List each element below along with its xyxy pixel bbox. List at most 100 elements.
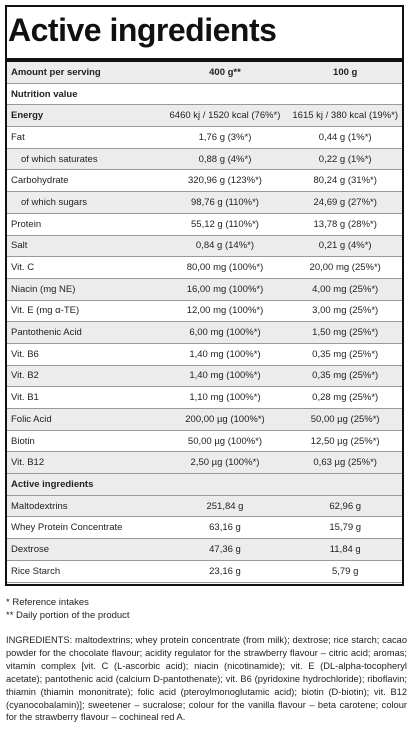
row-value-100g: 20,00 mg (25%*) bbox=[288, 256, 402, 279]
section-nutrition-label: Nutrition value bbox=[7, 83, 402, 106]
table-row: Whey Protein Concentrate 63,16 g 15,79 g bbox=[7, 516, 402, 540]
row-label: Vit. C bbox=[7, 256, 162, 279]
row-value-100g: 1615 kj / 380 kcal (19%*) bbox=[288, 104, 402, 128]
table-row: Vit. E (mg α-TE) 12,00 mg (100%*) 3,00 mg … bbox=[7, 300, 402, 323]
table-row: Vit. B6 1,40 mg (100%*) 0,35 mg (25%*) bbox=[7, 343, 402, 366]
row-label: Vit. B12 bbox=[7, 451, 162, 475]
row-label: Salt bbox=[7, 235, 162, 258]
row-value-100g: 0,63 µg (25%*) bbox=[288, 451, 402, 475]
row-value-400g: 200,00 µg (100%*) bbox=[161, 408, 289, 431]
row-value-100g: 13,78 g (28%*) bbox=[288, 213, 402, 236]
row-label: Vit. B1 bbox=[7, 386, 162, 409]
footnote-reference-intakes: * Reference intakes bbox=[6, 597, 89, 608]
table-row: Folic Acid 200,00 µg (100%*) 50,00 µg (25%… bbox=[7, 408, 402, 431]
row-label: Energy bbox=[7, 104, 162, 128]
row-label: of which saturates bbox=[7, 148, 162, 171]
table-row: Vit. B1 1,10 mg (100%*) 0,28 mg (25%*) bbox=[7, 386, 402, 409]
row-label: of which sugars bbox=[7, 191, 162, 214]
table-row: Niacin (mg NE) 16,00 mg (100%*) 4,00 mg (2… bbox=[7, 278, 402, 301]
row-value-100g: 50,00 µg (25%*) bbox=[288, 408, 402, 431]
header-col1: 400 g** bbox=[161, 62, 289, 84]
row-label: Maltodextrins bbox=[7, 495, 162, 518]
row-value-400g: 320,96 g (123%*) bbox=[161, 169, 289, 193]
row-value-100g: 11,84 g bbox=[288, 538, 402, 561]
row-label: Protein bbox=[7, 213, 162, 236]
row-value-400g: 16,00 mg (100%*) bbox=[161, 278, 289, 301]
row-value-100g: 15,79 g bbox=[288, 516, 402, 540]
row-label: Fat bbox=[7, 126, 162, 149]
row-value-400g: 6460 kj / 1520 kcal (76%*) bbox=[161, 104, 289, 128]
row-value-400g: 1,40 mg (100%*) bbox=[161, 365, 289, 388]
row-value-100g: 80,24 g (31%*) bbox=[288, 169, 402, 193]
row-label: Dextrose bbox=[7, 538, 162, 561]
table-row: Fat 1,76 g (3%*) 0,44 g (1%*) bbox=[7, 126, 402, 149]
row-label: Biotin bbox=[7, 430, 162, 453]
row-value-100g: 62,96 g bbox=[288, 495, 402, 518]
row-value-400g: 50,00 µg (100%*) bbox=[161, 430, 289, 453]
row-value-100g: 0,35 mg (25%*) bbox=[288, 365, 402, 388]
table-row: of which sugars 98,76 g (110%*) 24,69 g (2… bbox=[7, 191, 402, 214]
section-active-row: Active ingredients bbox=[7, 473, 402, 496]
row-value-100g: 0,44 g (1%*) bbox=[288, 126, 402, 149]
row-value-400g: 80,00 mg (100%*) bbox=[161, 256, 289, 279]
table-row: Rice Starch 23,16 g 5,79 g bbox=[7, 560, 402, 583]
table-row: of which saturates 0,88 g (4%*) 0,22 g (1%… bbox=[7, 148, 402, 171]
row-label: Rice Starch bbox=[7, 560, 162, 583]
table-row: Vit. C 80,00 mg (100%*) 20,00 mg (25%*) bbox=[7, 256, 402, 279]
footnotes: * Reference intakes ** Daily portion of … bbox=[6, 596, 130, 622]
table-row: Energy 6460 kj / 1520 kcal (76%*) 1615 kj … bbox=[7, 104, 402, 128]
row-label: Niacin (mg NE) bbox=[7, 278, 162, 301]
row-label: Whey Protein Concentrate bbox=[7, 516, 162, 540]
table-row: Biotin 50,00 µg (100%*) 12,50 µg (25%*) bbox=[7, 430, 402, 453]
table-row: Dextrose 47,36 g 11,84 g bbox=[7, 538, 402, 561]
row-label: Carbohydrate bbox=[7, 169, 162, 193]
title-divider bbox=[5, 58, 404, 64]
row-value-400g: 98,76 g (110%*) bbox=[161, 191, 289, 214]
row-value-100g: 12,50 µg (25%*) bbox=[288, 430, 402, 453]
row-value-400g: 251,84 g bbox=[161, 495, 289, 518]
table-row: Carbohydrate 320,96 g (123%*) 80,24 g (31%… bbox=[7, 169, 402, 193]
row-value-100g: 24,69 g (27%*) bbox=[288, 191, 402, 214]
row-value-400g: 2,50 µg (100%*) bbox=[161, 451, 289, 475]
row-value-100g: 0,35 mg (25%*) bbox=[288, 343, 402, 366]
table-row: Vit. B2 1,40 mg (100%*) 0,35 mg (25%*) bbox=[7, 365, 402, 388]
table-row: Vit. B12 2,50 µg (100%*) 0,63 µg (25%*) bbox=[7, 451, 402, 475]
row-value-400g: 1,10 mg (100%*) bbox=[161, 386, 289, 409]
nutrition-panel bbox=[5, 5, 404, 586]
row-value-100g: 5,79 g bbox=[288, 560, 402, 583]
row-value-400g: 55,12 g (110%*) bbox=[161, 213, 289, 236]
row-label: Vit. B2 bbox=[7, 365, 162, 388]
row-label: Folic Acid bbox=[7, 408, 162, 431]
row-label: Pantothenic Acid bbox=[7, 321, 162, 344]
row-value-400g: 1,40 mg (100%*) bbox=[161, 343, 289, 366]
row-value-100g: 3,00 mg (25%*) bbox=[288, 300, 402, 323]
section-active-label: Active ingredients bbox=[7, 473, 402, 496]
table-header-row: Amount per serving 400 g** 100 g bbox=[7, 62, 402, 84]
row-value-400g: 0,88 g (4%*) bbox=[161, 148, 289, 171]
header-col2: 100 g bbox=[288, 62, 402, 84]
table-row: Maltodextrins 251,84 g 62,96 g bbox=[7, 495, 402, 518]
page-title: Active ingredients bbox=[8, 12, 277, 48]
ingredients-text: INGREDIENTS: maltodextrins; whey protein… bbox=[6, 635, 407, 723]
row-label: Vit. B6 bbox=[7, 343, 162, 366]
footnote-daily-portion: ** Daily portion of the product bbox=[6, 610, 130, 621]
row-value-100g: 1,50 mg (25%*) bbox=[288, 321, 402, 344]
row-value-400g: 6,00 mg (100%*) bbox=[161, 321, 289, 344]
row-value-400g: 47,36 g bbox=[161, 538, 289, 561]
row-label: Vit. E (mg α-TE) bbox=[7, 300, 162, 323]
row-value-400g: 23,16 g bbox=[161, 560, 289, 583]
table-row: Pantothenic Acid 6,00 mg (100%*) 1,50 mg (… bbox=[7, 321, 402, 344]
row-value-400g: 12,00 mg (100%*) bbox=[161, 300, 289, 323]
row-value-100g: 0,28 mg (25%*) bbox=[288, 386, 402, 409]
table-row: Salt 0,84 g (14%*) 0,21 g (4%*) bbox=[7, 235, 402, 258]
row-value-100g: 0,21 g (4%*) bbox=[288, 235, 402, 258]
nutrition-table: Amount per serving 400 g** 100 g Nutriti… bbox=[7, 62, 402, 583]
row-value-400g: 63,16 g bbox=[161, 516, 289, 540]
row-value-100g: 0,22 g (1%*) bbox=[288, 148, 402, 171]
row-value-400g: 0,84 g (14%*) bbox=[161, 235, 289, 258]
row-value-100g: 4,00 mg (25%*) bbox=[288, 278, 402, 301]
row-value-400g: 1,76 g (3%*) bbox=[161, 126, 289, 149]
table-row: Protein 55,12 g (110%*) 13,78 g (28%*) bbox=[7, 213, 402, 236]
section-nutrition-row: Nutrition value bbox=[7, 83, 402, 106]
header-label: Amount per serving bbox=[7, 62, 162, 84]
